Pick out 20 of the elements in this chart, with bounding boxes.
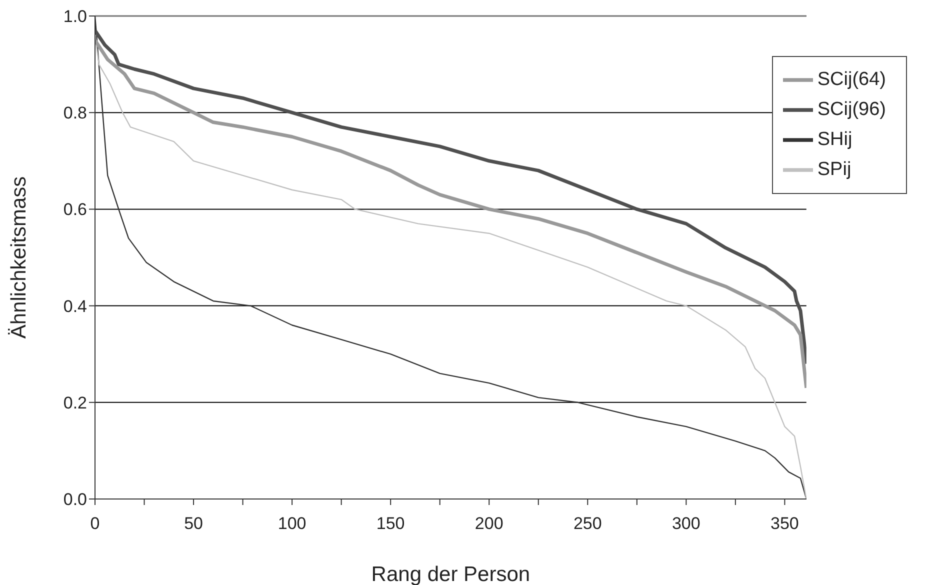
x-tick-label: 200 [474, 514, 504, 534]
y-tick-label: 1.0 [63, 7, 87, 26]
x-tick-label: 50 [184, 514, 203, 534]
legend-label: SCij(96) [817, 99, 886, 120]
y-tick-label: 0.6 [63, 200, 87, 220]
y-tick-label: 0.8 [63, 104, 87, 123]
x-axis-title: Rang der Person [371, 563, 530, 585]
y-tick-label: 0.4 [63, 296, 87, 316]
y-axis-title: Ähnlichkeitsmass [7, 176, 30, 339]
y-tick-label: 0.0 [63, 490, 87, 510]
x-tick-label: 300 [672, 514, 700, 534]
y-tick-label: 0.2 [63, 393, 87, 412]
x-tick-label: 250 [573, 514, 602, 534]
legend-label: SHij [817, 129, 852, 150]
legend-label: SCij(64) [817, 69, 886, 90]
x-tick-label: 100 [278, 514, 306, 534]
x-tick-label: 150 [376, 514, 405, 534]
legend-label: SPij [817, 159, 852, 180]
x-tick-label: 350 [770, 514, 799, 534]
x-tick-label: 0 [90, 514, 100, 534]
